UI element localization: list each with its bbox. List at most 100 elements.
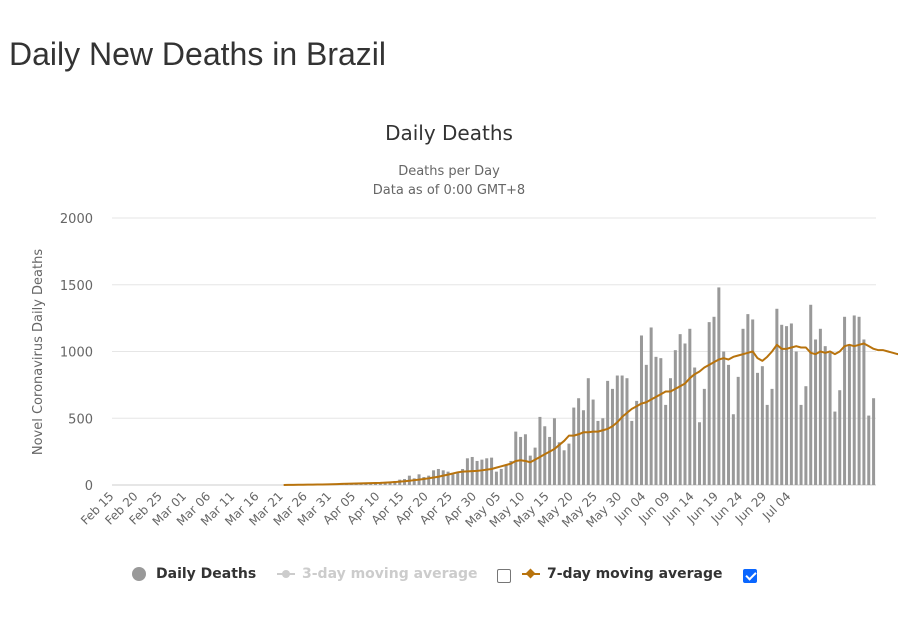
bar	[504, 464, 508, 485]
bar	[567, 443, 571, 485]
bar	[683, 343, 687, 485]
bar	[485, 458, 489, 485]
bar	[833, 411, 837, 485]
bar	[702, 388, 706, 485]
bar	[523, 434, 527, 485]
legend-item-7day-average[interactable]: 7-day moving average	[522, 563, 723, 585]
bar	[722, 351, 726, 485]
legend-ma3-label: 3-day moving average	[302, 566, 478, 582]
bar	[852, 315, 856, 485]
bar	[610, 388, 614, 485]
bar	[359, 484, 363, 485]
y-tick-label: 1000	[60, 346, 93, 361]
bar	[596, 420, 600, 485]
seven-day-average-line	[283, 342, 898, 486]
bar	[823, 346, 827, 485]
bar	[577, 398, 581, 485]
bar	[693, 367, 697, 485]
bar	[475, 460, 479, 485]
legend-daily-label: Daily Deaths	[156, 566, 257, 582]
bar	[364, 483, 368, 485]
circle-icon	[132, 567, 146, 581]
bar	[461, 468, 465, 485]
bar	[412, 478, 416, 485]
bar	[538, 416, 542, 485]
y-tick-labels: 0 500 1000 1500 2000	[60, 212, 93, 494]
bar	[456, 472, 460, 485]
bar	[756, 372, 760, 485]
line-circle-icon	[277, 567, 295, 581]
bar	[746, 314, 750, 485]
y-tick-label: 0	[85, 479, 93, 494]
bar	[727, 364, 731, 485]
chart-title: Daily Deaths	[385, 121, 513, 145]
chart-subtitle-line1: Deaths per Day	[398, 164, 500, 179]
bar	[809, 304, 813, 485]
bar	[789, 323, 793, 485]
bar	[649, 327, 653, 485]
page-title: Daily New Deaths in Brazil	[9, 36, 387, 72]
bar	[673, 350, 677, 485]
bar	[480, 459, 484, 485]
bar	[427, 475, 431, 485]
bar	[581, 410, 585, 485]
bar	[751, 319, 755, 485]
bar	[528, 455, 532, 485]
y-tick-label: 2000	[60, 212, 93, 227]
bar	[741, 328, 745, 485]
bar	[736, 376, 740, 485]
bar	[422, 476, 426, 485]
bar	[818, 328, 822, 485]
moving-average-layer	[283, 342, 898, 486]
bar	[847, 344, 851, 485]
bar	[562, 450, 566, 485]
bar	[654, 356, 658, 485]
bar	[509, 460, 513, 485]
bar	[625, 378, 629, 485]
bar	[688, 328, 692, 485]
bar	[644, 364, 648, 485]
bar	[867, 415, 871, 485]
bar	[630, 420, 634, 485]
bar	[780, 324, 784, 485]
ma3-checkbox[interactable]	[497, 569, 511, 583]
bar	[712, 316, 716, 485]
bar	[775, 308, 779, 485]
bar	[451, 474, 455, 485]
bar	[601, 418, 605, 485]
bar	[804, 386, 808, 485]
bar	[499, 468, 503, 485]
bar	[872, 398, 876, 485]
y-tick-label: 1500	[60, 279, 93, 294]
ma7-checkbox[interactable]	[743, 569, 757, 583]
bar	[828, 352, 832, 485]
bar	[572, 407, 576, 485]
legend-item-3day-average[interactable]: 3-day moving average	[277, 563, 478, 585]
bar	[765, 404, 769, 485]
bar	[857, 316, 861, 485]
daily-deaths-bars	[330, 287, 876, 485]
bar	[794, 351, 798, 485]
bar	[678, 334, 682, 485]
bar	[843, 316, 847, 485]
line-diamond-icon	[522, 567, 540, 581]
bar	[369, 483, 373, 485]
bar	[639, 335, 643, 485]
bar	[799, 404, 803, 485]
bar	[490, 457, 494, 485]
bar	[698, 422, 702, 485]
y-axis-label: Novel Coronavirus Daily Deaths	[31, 249, 46, 455]
bar	[814, 339, 818, 485]
chart-subtitle-line2: Data as of 0:00 GMT+8	[373, 183, 525, 198]
bar	[760, 366, 764, 485]
bar	[446, 471, 450, 485]
bar	[785, 326, 789, 485]
chart-legend: Daily Deaths 3-day moving average 7-day …	[0, 563, 898, 587]
bar	[707, 322, 711, 485]
bar	[552, 418, 556, 485]
bar	[731, 414, 735, 485]
legend-item-daily-deaths[interactable]: Daily Deaths	[132, 563, 256, 585]
bar	[770, 388, 774, 485]
bar	[659, 358, 663, 485]
